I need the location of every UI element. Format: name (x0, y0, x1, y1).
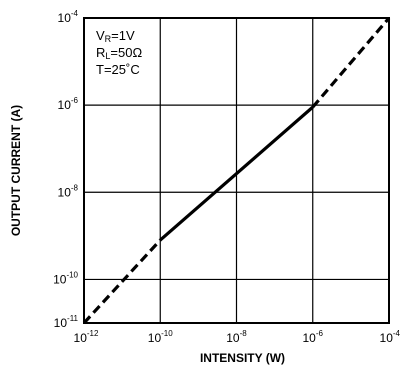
y-tick-label: 10-8 (58, 183, 79, 199)
y-tick-label: 10-10 (53, 270, 78, 286)
series-line-dashed (311, 16, 391, 109)
series-line-solid (159, 105, 314, 242)
x-tick-label: 10-12 (74, 329, 99, 345)
y-tick-label: 10-11 (54, 314, 79, 330)
y-tick-labels: 10-4 10-6 10-8 10-10 10-11 (53, 9, 78, 330)
x-axis-title: INTENSITY (W) (200, 351, 285, 365)
y-tick-label: 10-6 (58, 96, 79, 112)
y-tick-label: 10-4 (58, 9, 79, 25)
annotation-line: VR=1V (96, 28, 135, 44)
x-tick-label: 10-10 (148, 329, 173, 345)
x-tick-label: 10-8 (226, 329, 247, 345)
x-tick-label: 10-4 (380, 329, 401, 345)
x-tick-label: 10-6 (303, 329, 324, 345)
grid (84, 18, 389, 323)
x-tick-labels: 10-12 10-10 10-8 10-6 10-4 (74, 329, 401, 345)
series-layer (82, 16, 391, 325)
y-axis-title: OUTPUT CURRENT (A) (9, 105, 23, 236)
annotation-line: T=25˚C (96, 62, 140, 77)
series-line-dashed (82, 238, 162, 325)
annotation-line: RL=50Ω (96, 45, 142, 61)
plot-frame (83, 17, 390, 324)
